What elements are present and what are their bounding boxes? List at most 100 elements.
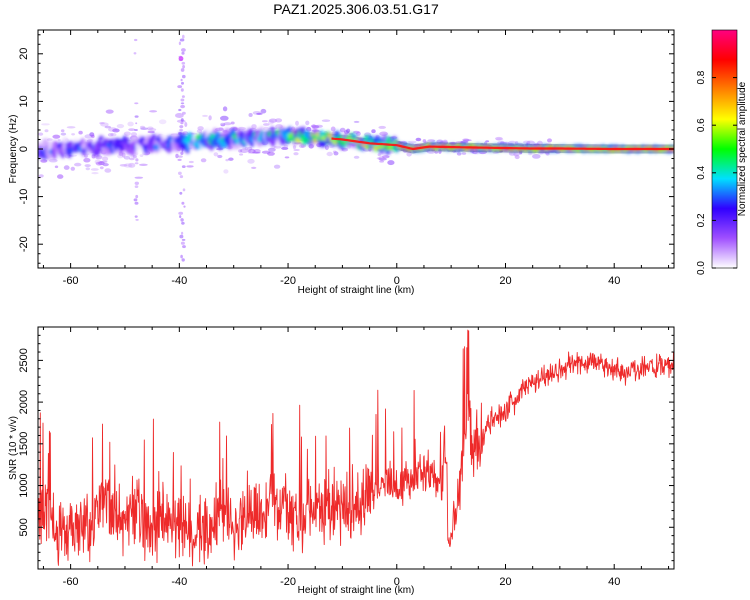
spectrum-scatter-blob — [105, 109, 114, 114]
spectrum-streak-dot — [181, 231, 184, 235]
spectrum-scatter-blob — [239, 153, 244, 156]
spectrum-scatter-blob — [532, 154, 541, 159]
spectrum-scatter-blob — [230, 121, 235, 125]
spectrum-streak-dot — [178, 108, 182, 112]
y-tick-label: 2000 — [18, 390, 30, 414]
snr-plot-area — [38, 327, 674, 569]
x-tick-label: 20 — [499, 275, 511, 287]
x-tick-label: -20 — [280, 576, 296, 588]
spectrum-scatter-blob — [197, 126, 204, 131]
colorbar-ticks: 0.0 0.2 0.4 0.6 0.8 — [696, 70, 737, 275]
spectrum-scatter-blob — [283, 144, 288, 148]
spectrum-streak-dot — [133, 198, 138, 202]
spectrum-scatter-blob — [44, 129, 49, 133]
spectrum-scatter-blob — [248, 113, 253, 117]
spectrum-streak-dot — [179, 215, 182, 219]
spectrum-scatter-blob — [305, 120, 310, 126]
spectrum-streak-dot — [177, 158, 182, 161]
spectrum-scatter-blob — [70, 166, 76, 171]
spectrum-scatter-blob — [298, 143, 305, 148]
spectrum-streak-dot — [180, 102, 185, 105]
spectrum-scatter-blob — [119, 164, 128, 167]
spectrum-scatter-blob — [41, 123, 50, 126]
spectrum-scatter-blob — [220, 124, 226, 127]
spectrum-scatter-blob — [333, 151, 339, 156]
spectrum-scatter-blob — [247, 146, 253, 151]
spectrum-scatter-blob — [460, 140, 469, 144]
spectrogram-panel: -60 -40 -20 0 20 40 -20 -10 0 10 20 Height of str… — [8, 29, 675, 296]
x-tick-label: 20 — [499, 576, 511, 588]
spectrum-scatter-blob — [60, 132, 67, 136]
spectrum-scatter-blob — [377, 153, 381, 157]
spectrum-scatter-blob — [213, 152, 219, 157]
spectrum-streak-dot — [180, 78, 183, 82]
spectrum-scatter-blob — [84, 134, 93, 139]
spectrum-scatter-blob — [99, 166, 104, 170]
spectrum-scatter-blob — [104, 168, 112, 173]
spectrum-scatter-blob — [371, 129, 376, 134]
spectrum-streak-dot — [134, 201, 139, 205]
spectrum-scatter-blob — [260, 108, 267, 114]
spectrum-streak-dot — [179, 191, 183, 195]
snr-x-axis-label: Height of straight line (km) — [298, 585, 415, 596]
spectrum-scatter-blob — [378, 125, 387, 129]
spectrum-scatter-blob — [95, 161, 103, 166]
colorbar-tick-label: 0.2 — [696, 213, 707, 227]
spectrum-scatter-blob — [112, 128, 120, 133]
spectrum-streak-dot — [182, 111, 186, 115]
spectrum-scatter-blob — [186, 165, 194, 168]
spectrum-scatter-blob — [60, 129, 65, 133]
x-tick-label: 0 — [394, 576, 400, 588]
spectrum-scatter-blob — [223, 122, 232, 126]
y-tick-label: 10 — [18, 95, 30, 107]
spectrum-scatter-blob — [281, 146, 289, 150]
spectrum-scatter-blob — [102, 156, 109, 162]
spectrum-scatter-blob — [352, 130, 360, 134]
x-tick-label: -60 — [63, 576, 79, 588]
spectrum-scatter-blob — [268, 147, 276, 152]
spectrum-streak-dot — [180, 98, 185, 102]
spectrum-scatter-blob — [225, 158, 229, 162]
spectrum-streak-dot — [180, 104, 186, 109]
spectrum-scatter-blob — [74, 162, 82, 167]
spectrum-scatter-blob — [100, 122, 109, 127]
spectrum-scatter-blob — [38, 132, 44, 136]
spectrum-scatter-blob — [108, 127, 117, 132]
spectrum-scatter-blob — [240, 148, 249, 153]
spectrum-scatter-blob — [110, 133, 117, 137]
spectrum-streak-dot — [179, 125, 184, 129]
spectrum-streak-dot — [135, 219, 139, 221]
spectrum-streak-dot — [134, 185, 139, 189]
spectrum-scatter-blob — [220, 122, 226, 127]
spectrum-scatter-blob — [376, 157, 382, 160]
spectrum-scatter-blob — [107, 133, 114, 137]
spectrum-streak-dot — [182, 245, 186, 249]
spectrogram-x-ticks: -60 -40 -20 0 20 40 — [42, 30, 670, 287]
snr-series-line — [38, 329, 674, 567]
spectrum-scatter-blob — [170, 133, 180, 136]
spectrum-scatter-blob — [330, 126, 336, 132]
spectrum-scatter-blob — [90, 168, 99, 171]
spectrum-scatter-blob — [129, 157, 135, 161]
spectrum-streak-dot — [181, 61, 186, 65]
spectrum-streak-dot — [179, 175, 184, 179]
spectrum-scatter-blob — [140, 127, 149, 130]
spectrum-scatter-blob — [102, 163, 109, 167]
spectrum-scatter-blob — [130, 132, 137, 137]
spectrum-streak-dot — [181, 95, 185, 98]
spectrum-scatter-blob — [94, 159, 102, 165]
spectrum-scatter-blob — [228, 157, 234, 161]
colorbar-tick-label: 0.0 — [696, 261, 707, 275]
spectrum-scatter-blob — [52, 134, 61, 139]
spectrum-streak-dot — [183, 205, 186, 208]
spectrum-scatter-blob — [222, 106, 228, 112]
colorbar-label: Normalized spectral amplitude — [737, 81, 748, 216]
spectrum-streak-dot — [181, 48, 186, 52]
spectrum-scatter-blob — [200, 158, 207, 163]
spectrum-streak-dot — [181, 51, 185, 55]
spectrum-scatter-blob — [217, 154, 223, 159]
y-tick-label: 0 — [18, 146, 30, 152]
y-tick-label: -10 — [18, 189, 30, 205]
spectrum-scatter-blob — [273, 164, 281, 169]
spectrum-scatter-blob — [184, 122, 188, 127]
